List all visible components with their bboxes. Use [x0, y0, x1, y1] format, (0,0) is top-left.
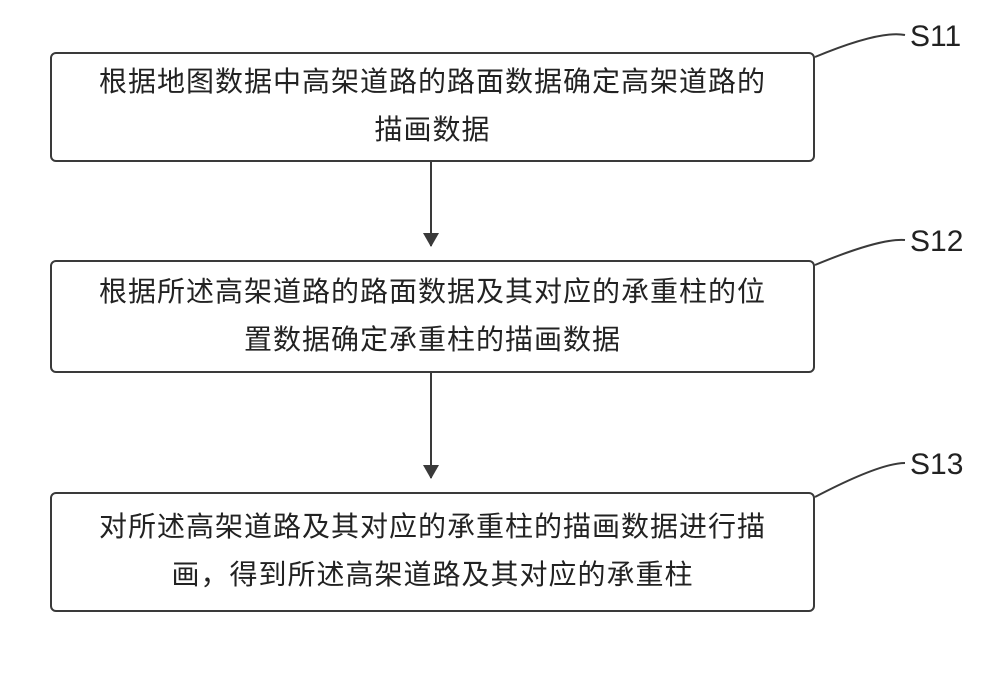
flow-node-s13: 对所述高架道路及其对应的承重柱的描画数据进行描画，得到所述高架道路及其对应的承重…	[50, 492, 815, 612]
step-label-s11: S11	[910, 20, 961, 54]
flow-node-s11-text: 根据地图数据中高架道路的路面数据确定高架道路的描画数据	[99, 59, 766, 154]
flow-node-s12: 根据所述高架道路的路面数据及其对应的承重柱的位置数据确定承重柱的描画数据	[50, 260, 815, 373]
step-label-s13: S13	[910, 448, 963, 482]
flow-node-s11: 根据地图数据中高架道路的路面数据确定高架道路的描画数据	[50, 52, 815, 162]
flow-node-s12-text: 根据所述高架道路的路面数据及其对应的承重柱的位置数据确定承重柱的描画数据	[99, 269, 766, 364]
flowchart-canvas: 根据地图数据中高架道路的路面数据确定高架道路的描画数据 S11 根据所述高架道路…	[0, 0, 1000, 690]
flow-node-s13-text: 对所述高架道路及其对应的承重柱的描画数据进行描画，得到所述高架道路及其对应的承重…	[99, 504, 766, 599]
step-label-s12: S12	[910, 225, 963, 259]
arrow-s11-s12	[430, 162, 432, 246]
arrow-s12-s13	[430, 373, 432, 478]
